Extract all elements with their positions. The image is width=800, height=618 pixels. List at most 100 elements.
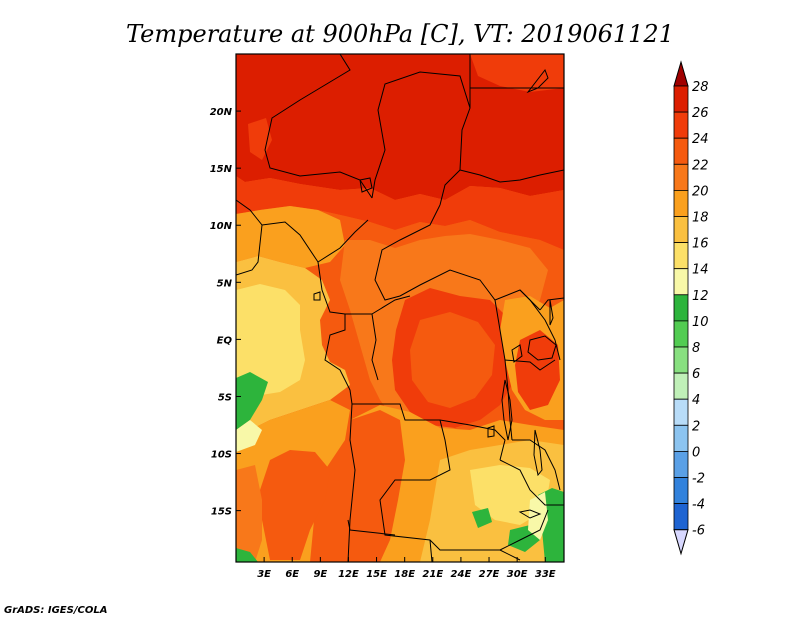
field-band-27	[236, 54, 564, 200]
temperature-field	[236, 54, 564, 562]
colorbar-segment	[673, 268, 689, 296]
country-borders	[236, 54, 564, 562]
lat-tick-label: 15N	[210, 164, 233, 175]
field-region-23-angola	[350, 410, 405, 562]
colorbar-label: 14	[692, 263, 709, 278]
latitude-axis: 20N 15N 10N 5N EQ 5S 10S 15S	[210, 107, 241, 518]
colorbar-label: 20	[692, 184, 709, 199]
field-patch-14-west	[236, 372, 268, 430]
lon-tick-label: 12E	[338, 569, 359, 580]
map-frame	[235, 53, 565, 563]
field-region-17-coast	[236, 284, 305, 400]
colorbar-label: 10	[692, 315, 709, 330]
colorbar-segment	[673, 163, 689, 191]
colorbar-label: -4	[692, 498, 705, 513]
border-line	[371, 71, 471, 206]
colorbar-label: 18	[692, 211, 709, 226]
colorbar-segment	[673, 346, 689, 374]
lake-turkana	[549, 299, 554, 326]
lat-tick-label: 15S	[211, 507, 232, 518]
border-line	[494, 299, 513, 441]
border-line	[499, 459, 564, 506]
colorbar-segment	[673, 111, 689, 139]
lake-kariba	[518, 509, 542, 519]
border-line	[439, 419, 506, 461]
colorbar-segment	[673, 216, 689, 244]
lake-malawi	[533, 429, 543, 477]
field-patch-16-se	[528, 492, 548, 540]
colorbar-segment	[673, 398, 689, 426]
lon-tick-label: 15E	[366, 569, 387, 580]
colorbar-label: 28	[692, 80, 709, 95]
lake-albert	[511, 344, 523, 363]
colorbar-segment	[673, 372, 689, 400]
border-line	[459, 169, 564, 183]
colorbar-label: 24	[692, 132, 709, 147]
chart-title: Temperature at 900hPa [C], VT: 201906112…	[126, 20, 674, 48]
colorbar-label: 4	[692, 393, 700, 408]
colorbar-segment	[673, 85, 689, 113]
coast-red-sea	[526, 68, 549, 94]
lake-mweru	[487, 425, 495, 438]
colorbar-over-arrow	[673, 60, 689, 87]
lon-tick-label: 6E	[285, 569, 299, 580]
field-patch-25-nw	[248, 118, 272, 160]
colorbar-segment	[673, 424, 689, 452]
lon-tick-label: 21E	[422, 569, 443, 580]
colorbar-label: 22	[692, 158, 709, 173]
lon-tick-label: 9E	[313, 569, 327, 580]
border-line	[429, 539, 433, 562]
border-line	[504, 359, 556, 371]
colorbar-segment	[673, 294, 689, 322]
field-patch-16-west	[236, 420, 262, 452]
field-region-23-atlantic	[260, 450, 330, 560]
field-patch-14-sw	[236, 548, 258, 562]
colorbar-segment	[673, 477, 689, 505]
field-region-21-nw	[236, 206, 345, 268]
colorbar-label: -2	[692, 472, 705, 487]
field-region-22-sw	[236, 465, 262, 562]
lon-tick-label: 3E	[257, 569, 271, 580]
lake-tanganyika	[501, 379, 513, 441]
colorbar-label: 2	[692, 419, 700, 434]
colorbar-label: 16	[692, 237, 709, 252]
field-patch-14-south-a	[472, 508, 492, 528]
border-line	[539, 297, 564, 311]
border-line	[347, 519, 396, 536]
colorbar-under-arrow	[673, 529, 689, 556]
colorbar-segment	[673, 137, 689, 165]
border-line	[317, 261, 379, 381]
lat-tick-label: 10S	[211, 450, 232, 461]
lon-tick-label: 33E	[535, 569, 556, 580]
field-region-25-east-rift	[515, 330, 560, 410]
border-line	[324, 314, 521, 561]
longitude-axis: 3E 6E 9E 12E 15E 18E 21E 24E 27E 30E 33E	[257, 557, 556, 580]
colorbar-segment	[673, 189, 689, 217]
colorbar-label: 26	[692, 106, 709, 121]
lon-tick-label: 18E	[394, 569, 415, 580]
border-line	[347, 403, 356, 562]
field-patch-25-ne	[470, 54, 564, 92]
lat-tick-label: 5N	[217, 278, 233, 289]
lake-chad	[359, 177, 373, 193]
grads-credit: GrADS: IGES/COLA	[4, 605, 107, 616]
border-line	[371, 295, 411, 315]
colorbar-segment	[673, 320, 689, 348]
lat-tick-label: 5S	[218, 392, 232, 403]
border-line	[512, 439, 561, 491]
border-line	[236, 199, 263, 276]
colorbar-segment	[673, 242, 689, 270]
colorbar-label: 6	[692, 367, 700, 382]
lon-tick-label: 27E	[479, 569, 500, 580]
field-band-25	[236, 176, 564, 250]
lon-tick-label: 30E	[507, 569, 528, 580]
colorbar-label: -6	[692, 524, 705, 539]
colorbar-label: 0	[692, 445, 700, 460]
colorbar-label: 8	[692, 341, 700, 356]
coast-bioko	[313, 291, 321, 301]
border-line	[519, 289, 561, 361]
border-line	[264, 54, 373, 199]
lon-tick-label: 24E	[451, 569, 472, 580]
lat-tick-label: 20N	[210, 107, 233, 118]
